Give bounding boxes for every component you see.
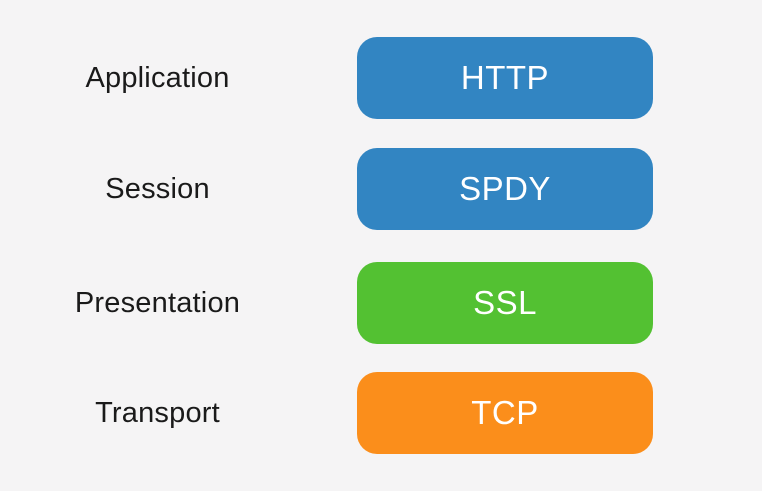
protocol-box-spdy: SPDY: [357, 148, 653, 230]
protocol-box-http: HTTP: [357, 37, 653, 119]
layer-label-session: Session: [105, 172, 210, 205]
layer-row-session: Session SPDY: [0, 148, 762, 230]
layer-row-presentation: Presentation SSL: [0, 262, 762, 344]
layer-row-application: Application HTTP: [0, 37, 762, 119]
protocol-box-ssl: SSL: [357, 262, 653, 344]
layer-label-application: Application: [85, 61, 230, 94]
layer-row-transport: Transport TCP: [0, 372, 762, 454]
layer-label-transport: Transport: [95, 396, 220, 429]
protocol-box-tcp: TCP: [357, 372, 653, 454]
layer-label-presentation: Presentation: [74, 286, 241, 319]
